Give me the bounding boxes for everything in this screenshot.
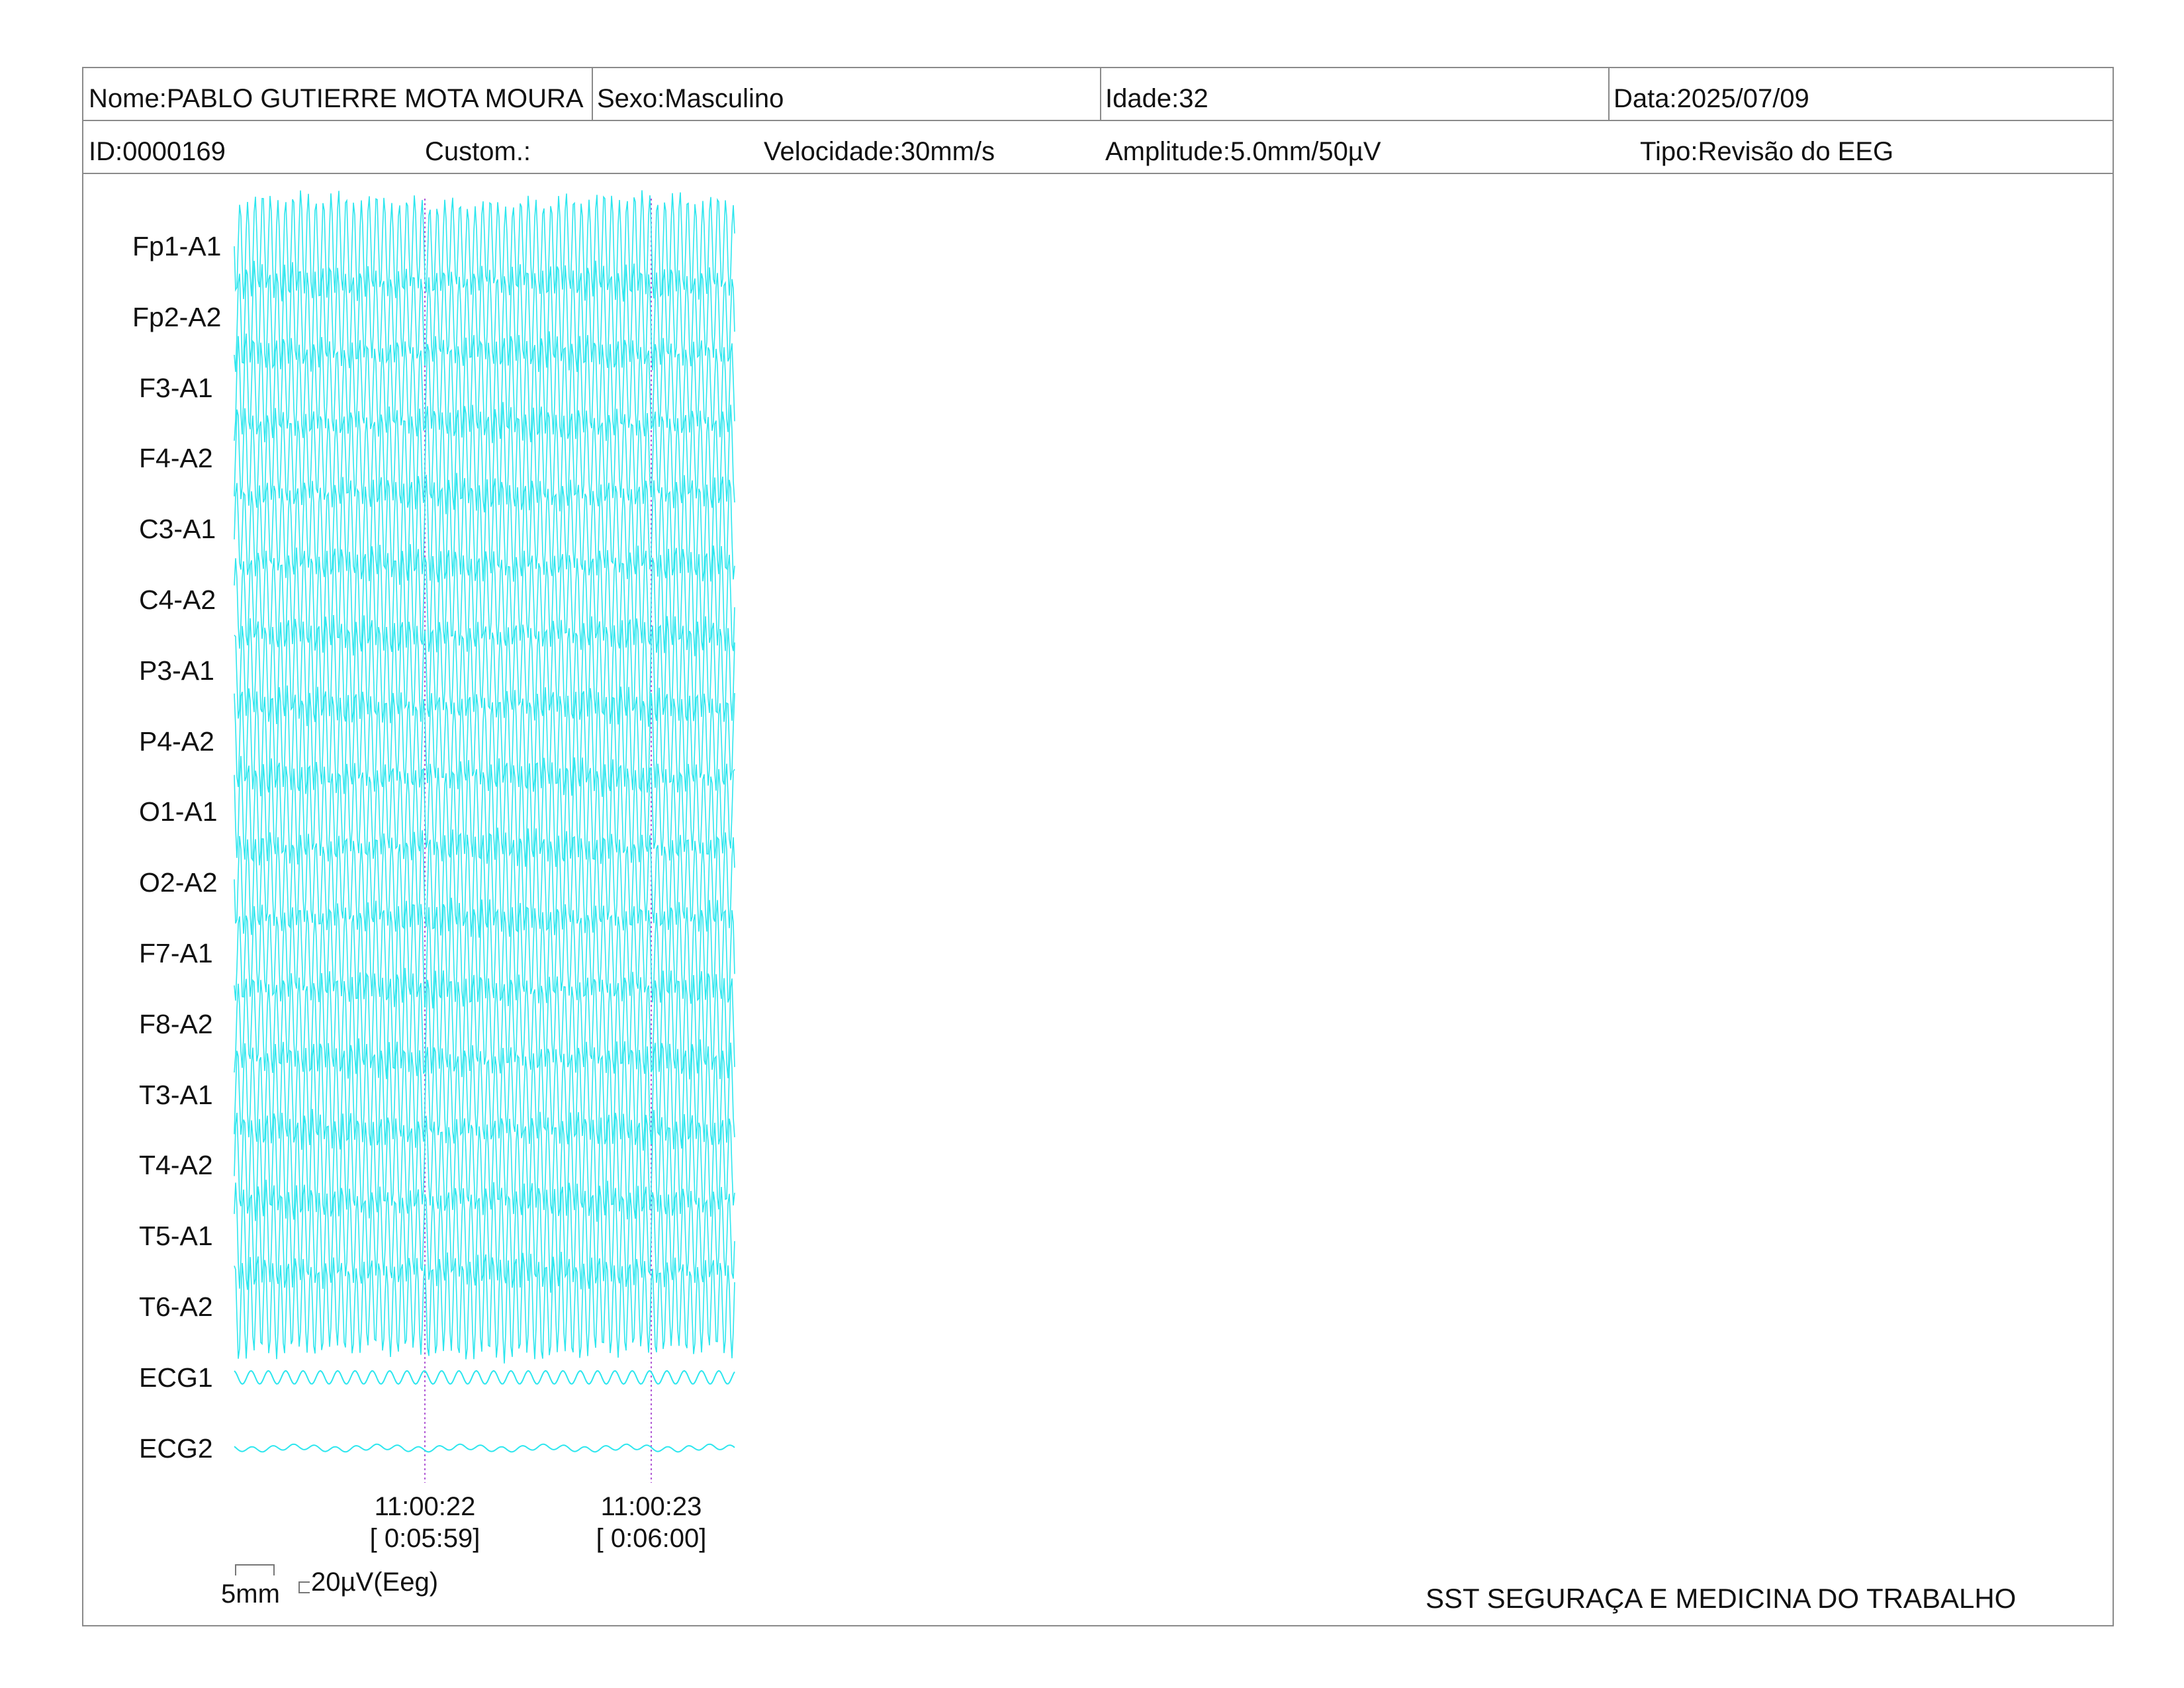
patient-sex: Sexo:Masculino [597, 84, 784, 113]
channel-label: Fp2-A2 [132, 301, 222, 332]
header-divider-1 [83, 120, 2113, 121]
eeg-trace-f8-a2 [234, 968, 735, 1080]
header-col-divider [1608, 68, 1610, 121]
channel-label: C3-A1 [139, 514, 216, 545]
header-col-divider [592, 68, 593, 121]
channel-label: O1-A1 [139, 796, 218, 827]
channel-label: F7-A1 [139, 938, 213, 968]
amplitude-setting: Amplitude:5.0mm/50µV [1105, 137, 1381, 166]
patient-age: Idade:32 [1105, 84, 1208, 113]
eeg-trace-f7-a1 [234, 898, 735, 1009]
eeg-trace-f3-a1 [234, 331, 735, 444]
header-divider-2 [83, 173, 2113, 174]
custom-field: Custom.: [425, 137, 531, 166]
patient-id: ID:0000169 [89, 137, 226, 166]
eeg-trace-f4-a2 [234, 402, 735, 514]
channel-label: C4-A2 [139, 585, 216, 615]
amplitude-scale-bar [298, 1581, 310, 1593]
eeg-trace-t4-a2 [234, 1109, 735, 1222]
eeg-trace-c4-a2 [234, 543, 735, 657]
paper-speed: Velocidade:30mm/s [764, 137, 995, 166]
time-scale-bar [235, 1564, 275, 1575]
eeg-trace-t6-a2 [234, 1251, 735, 1364]
time-marker-clock: 11:00:23 [600, 1492, 702, 1521]
time-marker-clock: 11:00:22 [374, 1492, 476, 1521]
channel-label: T3-A1 [139, 1079, 213, 1110]
time-scale-label: 5mm [221, 1579, 280, 1609]
channel-label: T4-A2 [139, 1150, 213, 1181]
channel-label: P4-A2 [139, 726, 214, 757]
eeg-trace-t3-a1 [234, 1038, 735, 1151]
eeg-trace-fp2-a2 [234, 260, 735, 373]
amplitude-scale-label: 20µV(Eeg) [311, 1568, 439, 1597]
patient-name: Nome:PABLO GUTIERRE MOTA MOURA [89, 84, 584, 113]
eeg-trace-ecg2 [234, 1443, 735, 1453]
channel-label: T6-A2 [139, 1291, 213, 1322]
channel-label: F3-A1 [139, 372, 213, 403]
channel-label: Fp1-A1 [132, 231, 222, 261]
channel-label: O2-A2 [139, 867, 218, 898]
report-frame: Nome:PABLO GUTIERRE MOTA MOURA Sexo:Masc… [82, 67, 2114, 1626]
time-marker-elapsed: [ 0:06:00] [596, 1524, 707, 1553]
eeg-trace-fp1-a1 [234, 190, 735, 302]
eeg-trace-c3-a1 [234, 473, 735, 585]
channel-label: P3-A1 [139, 655, 214, 686]
channel-label: F4-A2 [139, 443, 213, 474]
company-name: SST SEGURAÇA E MEDICINA DO TRABALHO [1426, 1583, 2017, 1614]
header-col-divider [1100, 68, 1101, 121]
exam-date: Data:2025/07/09 [1614, 84, 1809, 113]
channel-label: F8-A2 [139, 1008, 213, 1039]
channel-label: ECG2 [139, 1432, 213, 1464]
channel-label: T5-A1 [139, 1221, 213, 1252]
exam-type: Tipo:Revisão do EEG [1640, 137, 1894, 166]
eeg-trace-o2-a2 [234, 827, 735, 938]
time-marker-elapsed: [ 0:05:59] [369, 1524, 480, 1553]
eeg-trace-ecg1 [234, 1370, 735, 1385]
eeg-trace-t5-a1 [234, 1180, 735, 1293]
eeg-trace-p4-a2 [234, 685, 735, 797]
eeg-trace-o1-a1 [234, 756, 735, 867]
channel-label: ECG1 [139, 1362, 213, 1393]
eeg-trace-p3-a1 [234, 615, 735, 727]
